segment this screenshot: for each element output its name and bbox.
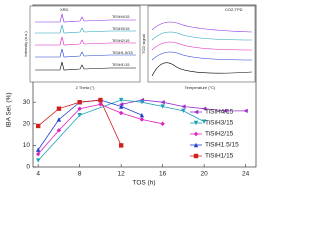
- inset-x-label: 2 Theta (°): [76, 85, 96, 90]
- marker: [35, 123, 41, 129]
- marker: [77, 100, 82, 105]
- marker: [193, 131, 199, 137]
- y-axis-label: IBA Sel. (%): [6, 92, 13, 127]
- inset-title: XRD: [60, 7, 69, 12]
- y-tick-label: 20: [23, 121, 31, 128]
- y-tick-label: 10: [23, 142, 31, 149]
- marker: [181, 104, 186, 109]
- marker: [35, 158, 41, 163]
- xrd-inset: XRD 2 Theta (°) Intensity (a.u.) TiSiH4/…: [23, 5, 141, 90]
- x-axis-label: TOS (h): [133, 180, 156, 187]
- marker: [56, 128, 62, 133]
- x-tick-label: 16: [159, 171, 167, 178]
- y-tick-label: 30: [23, 99, 31, 106]
- inset-title: CO2-TPD: [225, 7, 243, 12]
- marker: [77, 106, 82, 111]
- marker: [160, 121, 165, 126]
- marker: [118, 110, 124, 116]
- marker: [118, 143, 124, 148]
- x-tick-label: 4: [36, 171, 40, 178]
- inset-series-label: TiSiH2/15: [112, 38, 130, 43]
- marker: [160, 100, 165, 105]
- inset-series-label: TiSiH4/15: [112, 14, 130, 19]
- chart: TOS (h) IBA Sel. (%) XRD 2 Theta (°) Int…: [6, 4, 257, 187]
- x-tick-label: 8: [78, 171, 82, 178]
- x-tick-label: 20: [201, 171, 209, 178]
- marker: [139, 112, 145, 118]
- marker: [118, 97, 124, 103]
- marker: [56, 117, 62, 122]
- marker: [98, 97, 103, 103]
- inset-y-label: TCD signal: [141, 34, 146, 54]
- x-tick-label: 12: [118, 171, 126, 178]
- x-tick-label: 24: [242, 171, 250, 178]
- marker: [77, 112, 82, 118]
- marker: [35, 151, 41, 157]
- legend-label: TiSiH3/15: [205, 120, 234, 127]
- inset-frame: [147, 5, 256, 83]
- series-line: [37, 103, 163, 155]
- marker: [160, 104, 165, 109]
- y-tick-label: 0: [26, 164, 30, 171]
- legend-label: TiSiH1.5/15: [205, 142, 239, 149]
- tpd-curves: [151, 21, 253, 77]
- marker: [201, 119, 207, 124]
- marker: [201, 106, 207, 111]
- marker: [35, 147, 41, 152]
- legend-label: TiSiH2/15: [205, 131, 234, 138]
- marker: [243, 108, 248, 114]
- marker: [98, 102, 103, 107]
- marker: [193, 153, 199, 159]
- marker: [139, 100, 145, 105]
- marker: [222, 108, 228, 114]
- marker: [118, 104, 124, 109]
- inset-frame: [29, 5, 141, 83]
- inset-y-label: Intensity (a.u.): [23, 31, 28, 57]
- marker: [193, 120, 199, 126]
- inset-x-label: Temperature (°C): [185, 85, 216, 90]
- marker: [56, 106, 62, 111]
- xrd-curves: [35, 13, 136, 71]
- marker: [193, 142, 199, 148]
- marker: [193, 109, 199, 115]
- inset-series-label: TiSiH3/15: [112, 26, 130, 31]
- legend-label: TiSiH4/15: [205, 109, 234, 116]
- plot-frame: [32, 4, 257, 168]
- legend-label: TiSiH1/15: [205, 153, 234, 160]
- inset-series-label: TiSiH1/15: [112, 62, 130, 67]
- marker: [181, 108, 186, 114]
- inset-series-label: TiSiH1.5/15: [112, 50, 134, 55]
- tpd-inset: CO2-TPD Temperature (°C) TCD signal: [141, 5, 256, 90]
- marker: [139, 117, 145, 122]
- series-line: [37, 99, 143, 150]
- series-line: [37, 99, 205, 161]
